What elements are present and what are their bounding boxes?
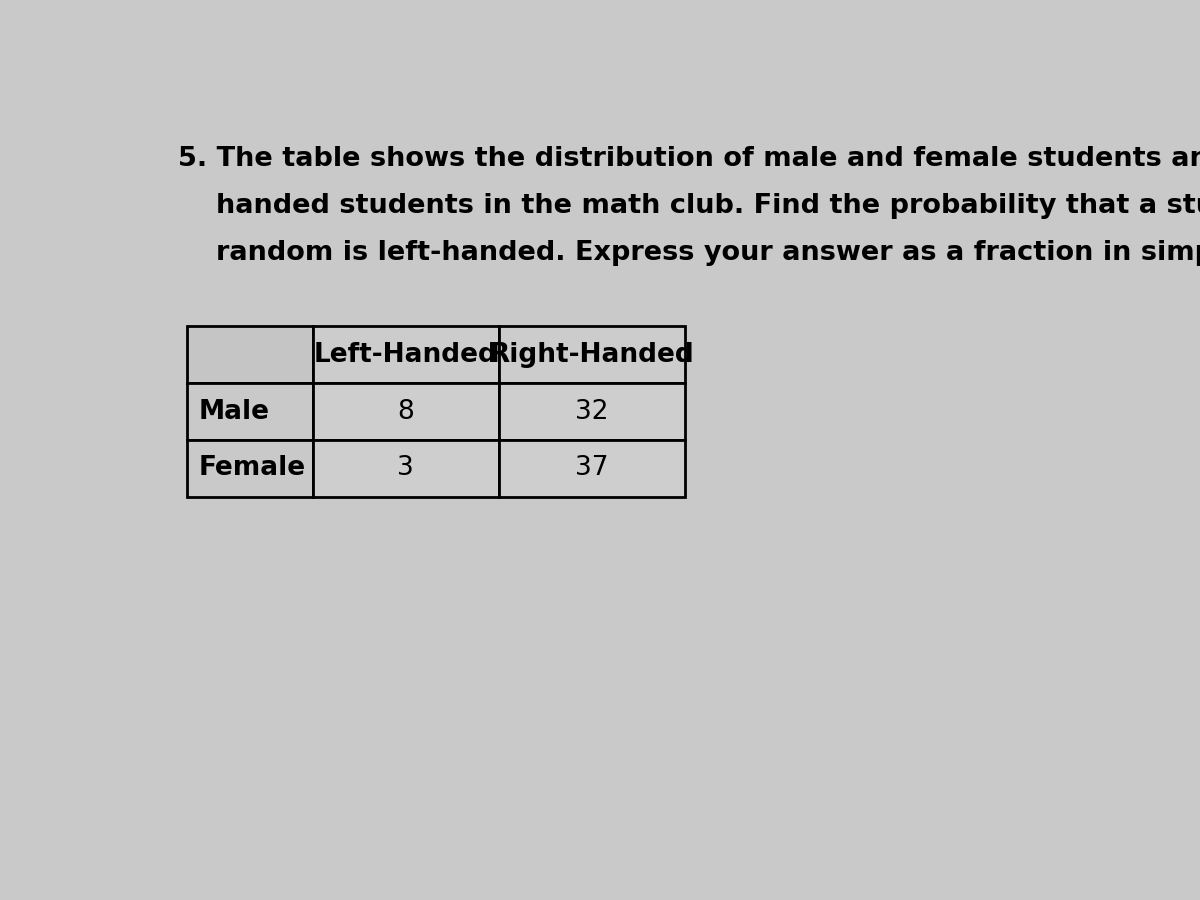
Bar bbox=[187, 383, 313, 440]
Bar bbox=[313, 440, 499, 497]
Text: handed students in the math club. Find the probability that a student selected a: handed students in the math club. Find t… bbox=[178, 194, 1200, 220]
Text: Left-Handed: Left-Handed bbox=[314, 342, 498, 368]
Bar bbox=[187, 440, 313, 497]
Bar bbox=[313, 383, 499, 440]
Bar bbox=[187, 327, 313, 383]
Text: 32: 32 bbox=[575, 399, 608, 425]
Text: 8: 8 bbox=[397, 399, 414, 425]
Bar bbox=[499, 440, 685, 497]
Text: 37: 37 bbox=[575, 455, 608, 482]
Text: Male: Male bbox=[198, 399, 269, 425]
Text: 3: 3 bbox=[397, 455, 414, 482]
Text: random is left-handed. Express your answer as a fraction in simplest form.: random is left-handed. Express your answ… bbox=[178, 240, 1200, 266]
Text: Right-Handed: Right-Handed bbox=[490, 342, 694, 368]
Text: Female: Female bbox=[198, 455, 306, 482]
Bar bbox=[499, 327, 685, 383]
Text: 5. The table shows the distribution of male and female students and left- and ri: 5. The table shows the distribution of m… bbox=[178, 146, 1200, 172]
Bar bbox=[313, 327, 499, 383]
Bar bbox=[499, 383, 685, 440]
